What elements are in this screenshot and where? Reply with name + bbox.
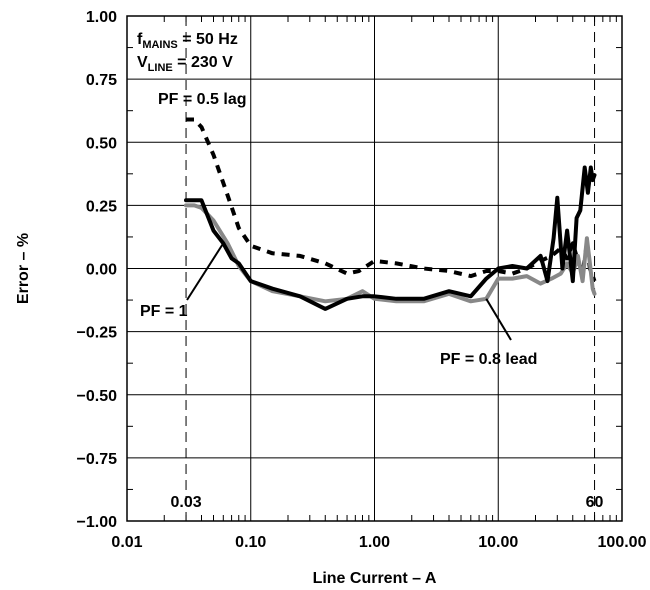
- y-tick-label: 1.00: [86, 9, 117, 26]
- annotation-pf-0-8-lead: PF = 0.8 lead: [440, 351, 537, 368]
- tick-labels: 0.01 0.10 1.00 10.00 100.00 −1.00 −0.75 −0.50 −0…: [77, 9, 647, 551]
- annotation-pf-0-5-lag: PF = 0.5 lag: [158, 91, 246, 108]
- x-tick-label: 0.01: [111, 534, 142, 551]
- reference-label-0-03: 0.03: [170, 494, 201, 511]
- series-lines: [184, 117, 597, 311]
- line-voltage-value: = 230 V: [173, 54, 233, 71]
- annotation-pf-1: PF = 1: [140, 303, 188, 320]
- grid-lines: [127, 16, 622, 521]
- mains-frequency-symbol: f: [137, 31, 143, 48]
- y-tick-label: −0.25: [77, 325, 118, 342]
- y-axis-title: Error – %: [15, 233, 32, 304]
- annotation-leader-pf-1: [186, 242, 225, 301]
- line-voltage-symbol: V: [137, 54, 148, 71]
- mains-frequency-subscript: MAINS: [142, 39, 177, 51]
- reference-label-60: 60: [586, 494, 604, 511]
- x-tick-label: 100.00: [598, 534, 647, 551]
- y-tick-label: −0.75: [77, 451, 118, 468]
- x-tick-label: 1.00: [359, 534, 390, 551]
- mains-frequency-value: = 50 Hz: [178, 31, 238, 48]
- series-line: [186, 117, 597, 282]
- x-tick-label: 0.10: [235, 534, 266, 551]
- line-voltage-subscript: LINE: [148, 62, 173, 74]
- annotation-leader-pf-0-8-lead: [485, 298, 512, 341]
- y-tick-label: 0.00: [86, 262, 117, 279]
- x-axis-title: Line Current – A: [313, 570, 437, 587]
- series-line: [184, 203, 597, 304]
- line-voltage-label: VLINE = 230 V: [137, 54, 233, 74]
- plot-frame: [126, 15, 623, 522]
- reference-lines: [185, 16, 596, 521]
- y-tick-label: −0.50: [77, 388, 118, 405]
- y-tick-label: −1.00: [77, 514, 118, 531]
- y-tick-label: 0.50: [86, 135, 117, 152]
- y-tick-label: 0.75: [86, 72, 117, 89]
- axis-ticks: [127, 16, 622, 521]
- mains-frequency-label: fMAINS = 50 Hz: [137, 31, 238, 51]
- x-tick-label: 10.00: [478, 534, 518, 551]
- y-tick-label: 0.25: [86, 198, 117, 215]
- series-line: [184, 165, 597, 311]
